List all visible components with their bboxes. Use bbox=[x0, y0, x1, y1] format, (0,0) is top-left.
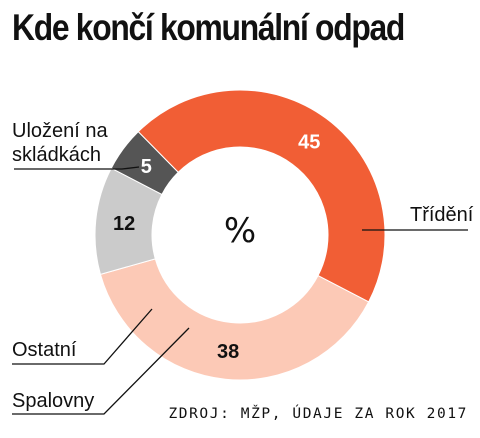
slice-value-0: 38 bbox=[217, 341, 239, 363]
slice-value-labels: 38 12 5 45 bbox=[113, 131, 320, 363]
legend-trideni-label: Třídění bbox=[410, 204, 474, 226]
legend-skladky-line1: Uložení na bbox=[12, 120, 108, 142]
chart-title: Kde končí komunální odpad bbox=[12, 7, 405, 48]
slice-value-2: 5 bbox=[141, 156, 152, 178]
leader-ostatni bbox=[12, 308, 153, 365]
slice-3 bbox=[137, 89, 386, 303]
leader-skladky bbox=[14, 166, 140, 170]
slice-value-1: 12 bbox=[113, 213, 135, 235]
legend-spalovny: Spalovny bbox=[12, 327, 190, 415]
legend-skladky: Uložení na skládkách bbox=[12, 120, 140, 170]
legend-skladky-line2: skládkách bbox=[12, 144, 101, 166]
slice-value-3: 45 bbox=[298, 131, 320, 153]
source-note: ZDROJ: MŽP, ÚDAJE ZA ROK 2017 bbox=[168, 404, 468, 422]
leader-spalovny bbox=[12, 327, 190, 415]
legend-spalovny-label: Spalovny bbox=[12, 390, 94, 412]
legend-trideni: Třídění bbox=[362, 204, 474, 231]
legend-ostatni: Ostatní bbox=[12, 308, 153, 365]
center-unit-label: % bbox=[224, 211, 256, 251]
legend-ostatni-label: Ostatní bbox=[12, 339, 77, 361]
